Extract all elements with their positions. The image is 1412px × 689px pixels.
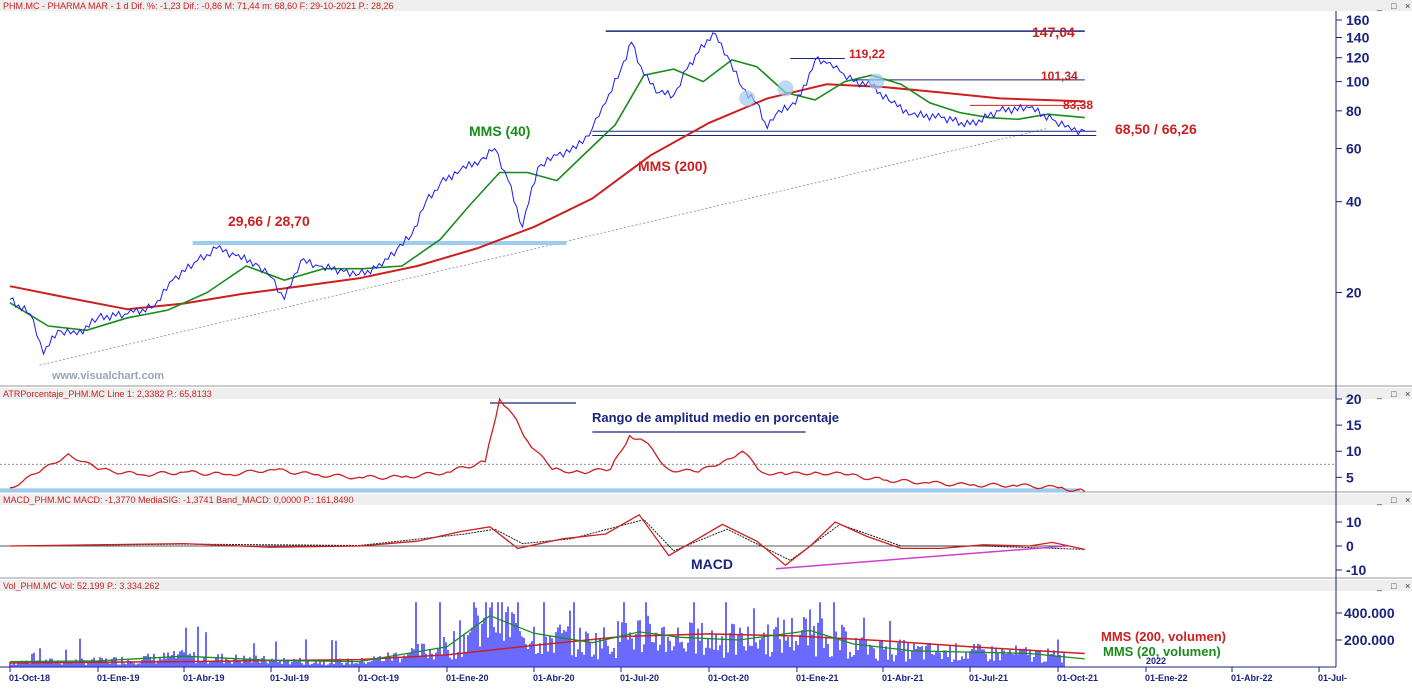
price-pane-header [0,0,1412,11]
atr-y-tick-label: 15 [1346,417,1362,433]
volume-y-tick-label: 200.000 [1344,632,1395,648]
price-header-text: PHM.MC - PHARMA MAR - 1 d Dif. %: -1,23 … [3,1,394,11]
vol-mms20-annotation: MMS (20, volumen) [1103,644,1221,659]
volume-pane: 200.000 400.000 [9,602,1395,667]
x-tick-label: 01-Oct-19 [358,673,399,683]
x-tick-label: 01-Abr-22 [1231,673,1273,683]
vol-mms200-annotation: MMS (200, volumen) [1101,629,1226,644]
price-line [9,32,1086,356]
x-tick-label: 01-Jul-19 [270,673,309,683]
support1-annotation: 29,66 / 28,70 [228,213,310,229]
x-tick-label: 01-Jul-20 [620,673,659,683]
price-y-tick-label: 20 [1346,285,1362,301]
watermark: www.visualchart.com [51,370,164,382]
price-y-tick-label: 60 [1346,141,1362,157]
gap-marker [739,90,756,107]
volume-mms20-line [9,614,1085,663]
mms40-annotation: MMS (40) [469,123,530,139]
price-y-tick-label: 140 [1346,30,1370,46]
atr-pane: 5 10 15 20 [0,391,1362,493]
window-button: □ [1391,581,1397,591]
macd-y-tick-label: 10 [1346,514,1362,530]
level-119-annotation: 119,22 [849,47,885,61]
volume-header-text: Vol_PHM.MC Vol: 52.199 P.: 3.334.262 [3,581,159,591]
window-button: × [1405,1,1410,11]
gap-marker [868,73,885,90]
x-tick-label: 01-Oct-21 [1057,673,1098,683]
atr-header-text: ATRPorcentaje_PHM.MC Line 1: 2,3382 P.: … [3,389,212,399]
x-year-label: 2022 [1146,656,1166,666]
x-tick-label: 01-Ene-19 [97,673,140,683]
window-button: _ [1376,581,1383,591]
x-tick-label: 01-Oct-18 [9,673,50,683]
x-tick-label: 01-Jul- [1318,673,1347,683]
macd-pane: -10 0 10 [0,513,1366,578]
volume-pane-header [0,580,1412,591]
macd-trendline [775,545,1067,570]
gap-marker [777,80,794,97]
x-tick-label: 01-Jul-21 [969,673,1008,683]
level-83-annotation: 83,38 [1063,98,1093,112]
x-tick-label: 01-Abr-21 [882,673,924,683]
x-tick-label: 01-Oct-20 [708,673,749,683]
window-button: × [1405,389,1410,399]
support2-annotation: 68,50 / 66,26 [1115,121,1197,137]
window-button: × [1405,495,1410,505]
price-y-tick-label: 100 [1346,74,1370,90]
price-trendline [39,127,1048,366]
window-button: _ [1376,495,1383,505]
window-button: □ [1391,495,1397,505]
x-tick-label: 01-Abr-20 [533,673,575,683]
mms40-line [9,59,1085,332]
mms200-annotation: MMS (200) [638,158,707,174]
macd-pane-header [0,494,1412,505]
atr-y-tick-label: 20 [1346,391,1362,407]
price-y-tick-label: 80 [1346,103,1362,119]
window-button: _ [1376,1,1383,11]
x-tick-label: 01-Ene-21 [796,673,839,683]
price-y-tick-label: 120 [1346,50,1370,66]
volume-y-tick-label: 400.000 [1344,605,1395,621]
window-button: □ [1391,1,1397,11]
x-axis: 01-Oct-18 01-Ene-19 01-Abr-19 01-Jul-19 01-O… [9,656,1347,683]
atr-annotation: Rango de amplitud medio en porcentaje [592,410,839,425]
x-tick-label: 01-Abr-19 [183,673,225,683]
atr-y-tick-label: 5 [1346,469,1354,485]
macd-y-tick-label: 0 [1346,538,1354,554]
macd-signal-line [9,519,1085,561]
atr-pane-header [0,388,1412,399]
level-101-annotation: 101,34 [1041,69,1078,83]
x-tick-label: 01-Ene-20 [446,673,489,683]
price-y-tick-label: 160 [1346,12,1370,28]
atr-y-tick-label: 10 [1346,443,1362,459]
window-button: □ [1391,389,1397,399]
x-tick-label: 01-Ene-22 [1145,673,1188,683]
macd-y-tick-label: -10 [1346,562,1366,578]
window-button: × [1405,581,1410,591]
macd-annotation: MACD [691,556,733,572]
macd-header-text: MACD_PHM.MC MACD: -1,3770 MediaSIG: -1,3… [3,495,354,505]
level-147-annotation: 147,04 [1032,24,1075,40]
price-y-tick-label: 40 [1346,194,1362,210]
price-pane: 20 40 60 80 100 120 140 160 [9,12,1370,366]
atr-line [9,397,1086,492]
window-button: _ [1376,389,1383,399]
macd-line [9,513,1085,567]
